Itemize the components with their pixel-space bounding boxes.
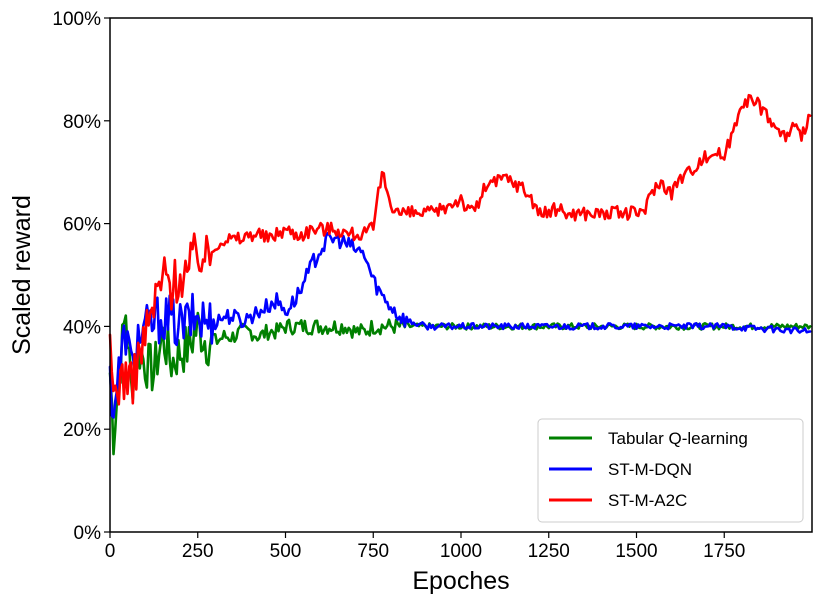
x-tick-label: 500 xyxy=(270,541,302,562)
series-line-1 xyxy=(108,231,812,419)
series-line-2 xyxy=(108,93,812,406)
x-tick-label: 250 xyxy=(182,541,214,562)
legend-box xyxy=(537,418,804,523)
x-tick-label: 1250 xyxy=(528,541,570,562)
legend-label: ST-M-A2C xyxy=(608,491,687,510)
y-tick-label: 40% xyxy=(63,317,101,338)
x-tick-label: 0 xyxy=(105,541,116,562)
legend: Tabular Q-learning ST-M-DQN ST-M-A2C xyxy=(537,418,804,523)
legend-label: ST-M-DQN xyxy=(608,460,692,479)
x-tick-label: 1750 xyxy=(703,541,745,562)
legend-label: Tabular Q-learning xyxy=(608,429,748,448)
x-tick-label: 1500 xyxy=(615,541,657,562)
x-tick-label: 1000 xyxy=(440,541,482,562)
y-tick-label: 80% xyxy=(63,112,101,133)
x-tick-label: 750 xyxy=(357,541,389,562)
y-axis-title: Scaled reward xyxy=(8,195,36,355)
x-axis: 0 250 500 750 1000 1250 1500 1750 xyxy=(105,532,745,562)
y-tick-label: 0% xyxy=(74,523,102,544)
y-tick-label: 20% xyxy=(63,420,101,441)
y-tick-label: 60% xyxy=(63,215,101,236)
x-axis-title: Epoches xyxy=(412,567,509,595)
series-layer xyxy=(108,93,812,456)
y-axis: 0% 20% 40% 60% 80% 100% xyxy=(52,9,110,544)
y-tick-label: 100% xyxy=(52,9,101,30)
